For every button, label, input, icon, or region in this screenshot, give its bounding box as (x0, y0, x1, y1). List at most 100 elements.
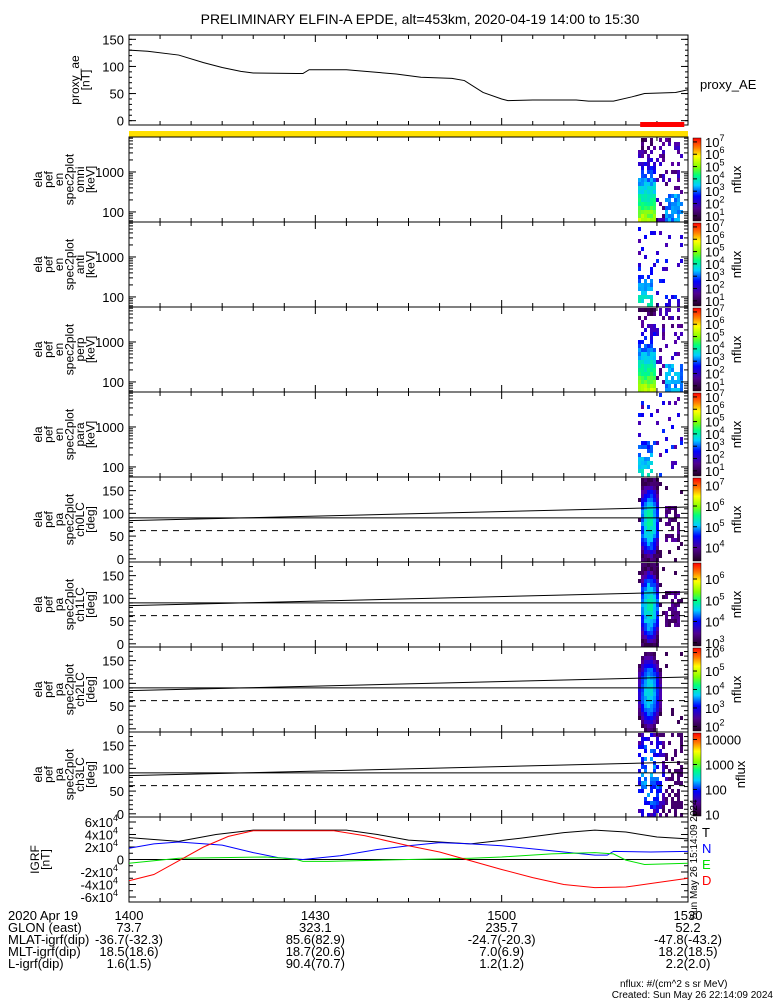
spectrogram-cell (665, 664, 668, 668)
spectrogram-cell (659, 356, 662, 360)
colorbar-tick-label: 105 (705, 413, 724, 430)
spectrogram-cell (647, 652, 650, 656)
ephemeris-value: -36.7(-32.3) (95, 932, 163, 947)
colorbar-tick-label-exponent: 2 (719, 195, 724, 205)
spectrogram-cell (644, 546, 647, 550)
spectrogram-cell (650, 218, 653, 222)
spectrogram-cell (650, 186, 653, 190)
spectrogram-cell (653, 579, 656, 583)
spectrogram-cell (659, 749, 662, 753)
ephemeris-row-label: MLT-igrf(dip) (8, 944, 81, 959)
spectrogram-cell (671, 789, 674, 793)
pa-ch3LC-frame (128, 731, 689, 818)
spectrogram-cell (680, 243, 683, 247)
spectrogram-cell (653, 194, 656, 198)
spectrogram-cell (662, 809, 665, 813)
spectrogram-cell (665, 388, 668, 392)
spectrogram-cell (665, 449, 668, 453)
y-tick-label: 100 (102, 59, 124, 74)
spectrogram-cell (653, 376, 656, 380)
spectrogram-cell (644, 708, 647, 712)
colorbar-tick-label-exponent: 4 (719, 681, 724, 691)
spectrogram-cell (665, 765, 668, 769)
spectrogram-cell (671, 619, 674, 623)
spectrogram-cell (638, 498, 641, 502)
spectrogram-cell (644, 688, 647, 692)
spectrogram-cell (659, 708, 662, 712)
colorbar-tick-label-exponent: 4 (719, 255, 724, 265)
spectrogram-cell (650, 308, 653, 312)
spectrogram-cell (644, 769, 647, 773)
spectrogram-cell (641, 275, 644, 279)
spectrogram-cell (680, 437, 683, 441)
spectrogram-cell (647, 668, 650, 672)
spectrogram-cell (659, 781, 662, 785)
spectrogram-cell (647, 611, 650, 615)
spectrogram-cell (641, 332, 644, 336)
spectrogram-cell (677, 615, 680, 619)
spectrogram-cell (647, 194, 650, 198)
spectrogram-cell (680, 490, 683, 494)
spectrogram-cell (641, 712, 644, 716)
spectrogram-cell (650, 542, 653, 546)
spectrogram-cell (671, 364, 674, 368)
igrf-N-line (128, 841, 689, 861)
spectrogram-cell (641, 550, 644, 554)
proxy-ae-panel: 0 50 100 150 proxy_ae[nT] proxy_AE (68, 32, 757, 137)
spectrogram-cell (641, 413, 644, 417)
spectrogram-cell (662, 142, 665, 146)
spectrogram-cell (665, 753, 668, 757)
spectrogram-cell (653, 660, 656, 664)
spectrogram-cell (653, 801, 656, 805)
spectrogram-cell (653, 587, 656, 591)
spectrogram-cell (638, 308, 641, 312)
colorbar-tick-label-base: 10 (705, 197, 719, 212)
spectrogram-cell (644, 623, 647, 627)
colorbar-tick-label-base: 10 (705, 646, 719, 661)
colorbar-tick-label-exponent: 1 (719, 292, 724, 302)
colorbar (692, 562, 702, 647)
colorbar-tick-label: 103 (705, 699, 724, 716)
spectrogram-cell (650, 635, 653, 639)
spectrogram-cell (641, 348, 644, 352)
spectrogram-cell (680, 733, 683, 737)
spectrogram-cell (668, 206, 671, 210)
units-note: nflux: #/(cm^2 s sr MeV) (620, 979, 728, 990)
spectrogram-cell (653, 518, 656, 522)
spectrogram-cell (665, 218, 668, 222)
spectrogram-cell (641, 534, 644, 538)
spectrogram-cell (680, 154, 683, 158)
spectrogram-cell (641, 368, 644, 372)
spectrogram-cell (647, 295, 650, 299)
spectrogram-cell (653, 263, 656, 267)
spectrogram-cell (644, 749, 647, 753)
colorbar-label: nflux (729, 250, 744, 278)
spectrogram-cell (653, 498, 656, 502)
spectrogram-cell (671, 607, 674, 611)
spectrogram-cell (644, 478, 647, 482)
spectrogram-cell (650, 202, 653, 206)
spec-omni-ylabel-line: spec2plot (62, 153, 76, 205)
spectrogram-cell (641, 210, 644, 214)
spectrogram-cell (644, 235, 647, 239)
spectrogram-cell (680, 368, 683, 372)
spectrogram-cell (653, 384, 656, 388)
spectrogram-cell (656, 639, 659, 643)
spectrogram-cell (650, 538, 653, 542)
spectrogram-cell (641, 733, 644, 737)
spec-anti-ylabel-line: ela (31, 256, 45, 272)
spectrogram-cell (638, 753, 641, 757)
spectrogram-cell (641, 575, 644, 579)
colorbar-tick-label: 105 (705, 518, 724, 535)
spectrogram-cell (641, 146, 644, 150)
spectrogram-cell (653, 218, 656, 222)
spectrogram-cell (650, 554, 653, 558)
colorbar-tick-label: 10 (705, 808, 719, 823)
spectrogram-cell (650, 287, 653, 291)
pa-ch3LC-ylabel-line: [deg] (83, 761, 97, 788)
spectrogram-cell (644, 728, 647, 732)
spectrogram-cell (668, 506, 671, 510)
colorbar-tick-label: 104 (705, 255, 724, 272)
spectrogram-cell (680, 372, 683, 376)
spectrogram-cell (662, 364, 665, 368)
